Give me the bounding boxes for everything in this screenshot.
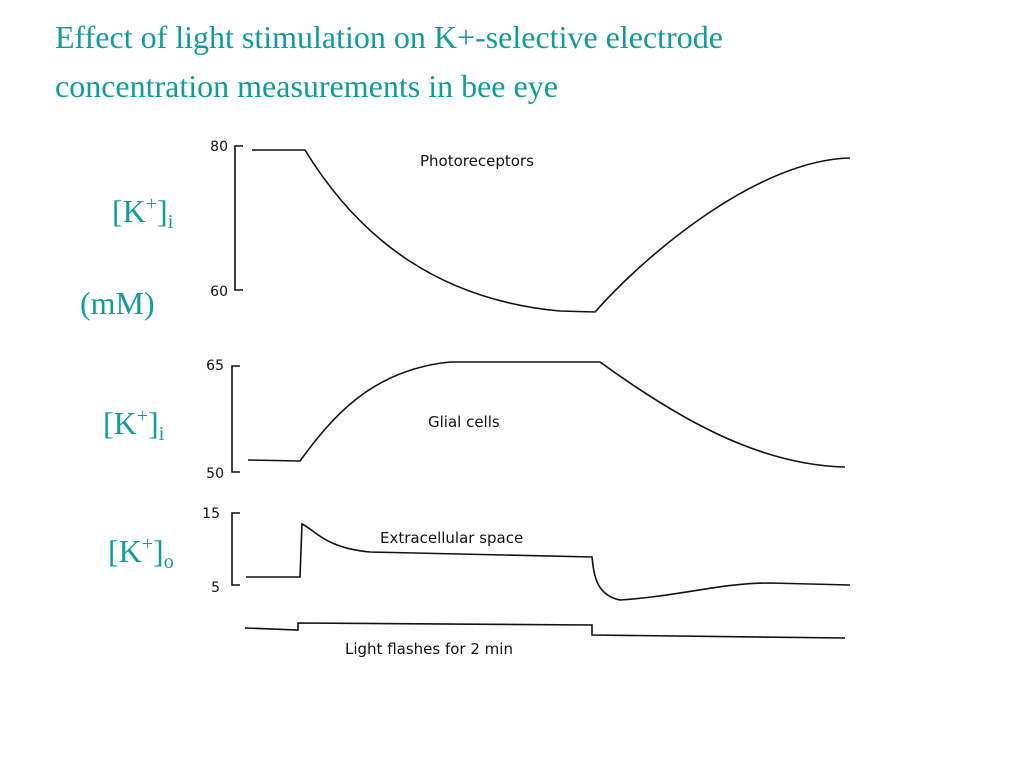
tick-label: 50 bbox=[206, 466, 224, 482]
axis-bracket bbox=[231, 365, 240, 473]
title-line: Effect of light stimulation on K+-select… bbox=[55, 19, 723, 55]
superscript: + bbox=[146, 193, 157, 215]
side-label: [K+]i bbox=[103, 405, 165, 445]
label-part: ] bbox=[157, 193, 168, 229]
stimulus-label: Light flashes for 2 min bbox=[345, 640, 513, 658]
side-label: [K+]o bbox=[108, 533, 174, 573]
trace-label: Glial cells bbox=[428, 413, 500, 431]
tick-label: 65 bbox=[206, 358, 224, 374]
subscript: i bbox=[168, 211, 174, 233]
superscript: + bbox=[142, 533, 153, 555]
label-part: [K bbox=[108, 533, 142, 569]
axis-bracket bbox=[231, 512, 240, 586]
trace bbox=[246, 522, 851, 601]
stimulus-trace bbox=[244, 622, 846, 639]
label-part: ] bbox=[148, 405, 159, 441]
tick-label: 80 bbox=[210, 139, 228, 155]
title-line: concentration measurements in bee eye bbox=[55, 68, 558, 104]
axis-bracket bbox=[234, 145, 243, 291]
tick-label: 15 bbox=[202, 506, 220, 522]
label-part: ] bbox=[153, 533, 164, 569]
trace bbox=[247, 361, 846, 468]
side-label: (mM) bbox=[80, 285, 155, 321]
subscript: i bbox=[159, 423, 165, 445]
label-part: [K bbox=[112, 193, 146, 229]
tick-label: 5 bbox=[211, 580, 220, 596]
trace-label: Extracellular space bbox=[380, 529, 523, 547]
trace bbox=[252, 149, 851, 313]
side-label: [K+]i bbox=[112, 193, 174, 233]
trace-label: Photoreceptors bbox=[420, 152, 534, 170]
tick-label: 60 bbox=[210, 284, 228, 300]
label-part: [K bbox=[103, 405, 137, 441]
subscript: o bbox=[164, 551, 174, 573]
superscript: + bbox=[137, 405, 148, 427]
